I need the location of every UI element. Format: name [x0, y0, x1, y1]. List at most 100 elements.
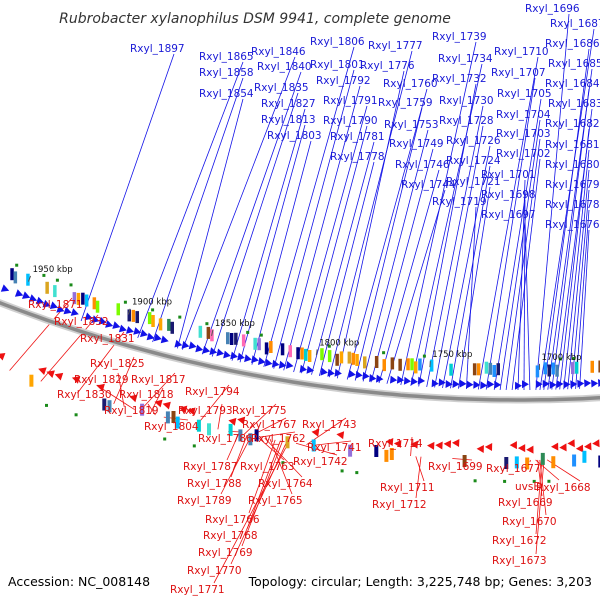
forward-leader-line: [551, 88, 590, 390]
backbone-line: [0, 300, 600, 402]
reverse-gene-label: Rxyl_1763: [240, 461, 295, 473]
reverse-leader-line: [410, 436, 413, 457]
feature-block: [107, 400, 112, 413]
feature-block: [414, 361, 418, 374]
forward-gene-arrow: [98, 316, 107, 325]
forward-gene-label: Rxyl_1726: [446, 135, 501, 147]
reverse-gene-label: Rxyl_1786: [198, 433, 253, 445]
forward-gene-arrow: [56, 305, 65, 313]
forward-gene-arrow: [549, 380, 557, 389]
forward-gene-arrow: [181, 340, 190, 349]
forward-leader-line: [354, 107, 423, 381]
reverse-gene-label: Rxyl_1794: [185, 386, 240, 398]
reverse-gene-arrow: [393, 440, 402, 448]
forward-leader-line: [499, 119, 541, 390]
forward-leader-line: [517, 179, 526, 391]
feature-block: [84, 294, 89, 307]
feature-block: [598, 360, 600, 373]
feature-block: [547, 364, 551, 377]
reverse-gene-label: Rxyl_1766: [205, 514, 260, 526]
reverse-gene-arrow: [526, 445, 534, 454]
feature-block: [410, 358, 414, 371]
forward-gene-arrow: [105, 320, 114, 328]
reverse-gene-label: Rxyl_1770: [187, 565, 242, 577]
forward-gene-arrow: [299, 364, 308, 373]
forward-gene-label: Rxyl_1813: [261, 114, 316, 126]
forward-leader-line: [386, 189, 446, 384]
forward-gene-arrow: [174, 339, 183, 348]
gc-marker: [45, 403, 48, 407]
reverse-gene-label: Rxyl_1768: [203, 530, 258, 542]
gc-marker: [205, 322, 209, 326]
reverse-gene-arrow: [71, 376, 81, 384]
reverse-gene-label: Rxyl_1762: [251, 433, 306, 445]
forward-gene-label: Rxyl_1746: [395, 159, 450, 171]
feature-block: [504, 457, 509, 469]
feature-block: [10, 268, 14, 281]
forward-leader-line: [511, 158, 541, 391]
feature-block: [590, 360, 594, 373]
forward-gene-label: Rxyl_1676: [545, 219, 600, 231]
tick-label: 1750 kbp: [432, 350, 472, 360]
forward-leader-line: [567, 169, 590, 390]
forward-gene-arrow: [459, 379, 467, 388]
feature-block: [131, 309, 136, 322]
forward-leader-line: [311, 141, 375, 375]
forward-leader-line: [239, 124, 306, 363]
feature-block: [241, 334, 246, 347]
forward-leader-line: [466, 206, 477, 390]
forward-gene-arrow: [515, 381, 522, 390]
reverse-gene-arrow: [162, 401, 171, 410]
forward-gene-label: Rxyl_1728: [439, 115, 494, 127]
forward-gene-arrow: [202, 345, 211, 354]
forward-gene-arrow: [118, 324, 127, 333]
forward-gene-arrow: [480, 381, 488, 390]
reverse-leader-line: [295, 442, 338, 456]
reverse-gene-label: Rxyl_1670: [502, 516, 557, 528]
reverse-gene-label: Rxyl_1831: [80, 333, 135, 345]
forward-gene-label: Rxyl_1696: [525, 3, 580, 15]
forward-gene-arrow: [494, 380, 502, 389]
reverse-leader-line: [264, 437, 303, 478]
feature-block: [285, 436, 290, 449]
reverse-gene-label: Rxyl_1819: [104, 405, 159, 417]
forward-gene-arrow: [223, 350, 231, 359]
forward-gene-arrow: [42, 299, 51, 308]
forward-gene-label: Rxyl_1730: [439, 95, 494, 107]
feature-block: [382, 359, 386, 372]
forward-leader-line: [477, 56, 539, 390]
reverse-gene-label: Rxyl_1741: [307, 442, 362, 454]
feature-block: [165, 411, 170, 424]
reverse-leader-line: [147, 403, 156, 416]
forward-gene-label: Rxyl_1710: [494, 46, 549, 58]
forward-gene-label: Rxyl_1776: [360, 60, 415, 72]
forward-leader-line: [410, 63, 483, 386]
forward-gene-label: Rxyl_1686: [545, 38, 600, 50]
reverse-leader-line: [248, 439, 276, 514]
reverse-leader-line: [196, 384, 230, 426]
reverse-gene-label: Rxyl_1769: [198, 547, 253, 559]
reverse-leader-line: [535, 459, 560, 481]
feature-block: [95, 300, 100, 313]
forward-gene-arrow: [216, 348, 225, 357]
tick-label: 1700 kbp: [542, 353, 582, 363]
reverse-gene-arrow: [551, 442, 559, 451]
feature-block: [300, 347, 304, 360]
reverse-leader-line: [269, 438, 293, 495]
forward-leader-line: [378, 169, 440, 384]
reverse-gene-arrow: [575, 444, 584, 453]
gc-marker: [74, 413, 78, 417]
forward-gene-label: Rxyl_1781: [330, 131, 385, 143]
feature-block: [551, 456, 556, 469]
forward-gene-arrow: [14, 289, 24, 297]
feature-block: [374, 445, 379, 457]
feature-block: [296, 347, 300, 360]
forward-gene-label: Rxyl_1681: [545, 139, 600, 151]
feature-block: [535, 365, 540, 378]
reverse-gene-arrow: [484, 443, 493, 451]
reverse-leader-line: [535, 459, 545, 555]
reverse-gene-label: Rxyl_1818: [119, 389, 174, 401]
forward-leader-line: [563, 149, 590, 390]
forward-gene-label: Rxyl_1759: [378, 97, 433, 109]
feature-block: [76, 292, 81, 305]
